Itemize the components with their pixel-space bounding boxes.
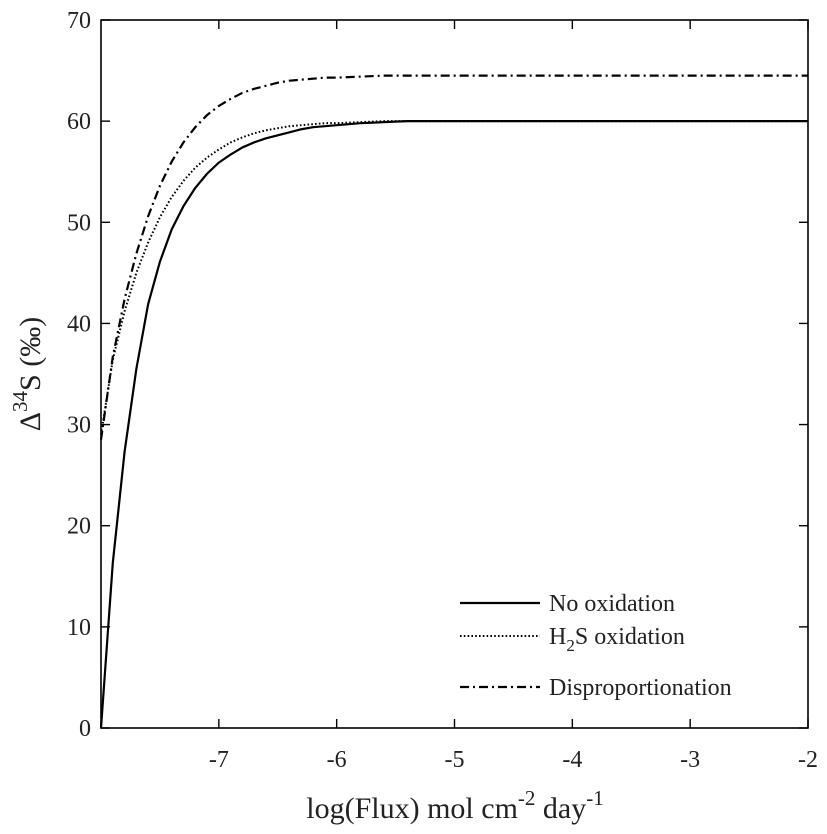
y-axis-title-rest: S (‰) [14,317,47,391]
x-axis-title: log(Flux) mol cm-2 day-1 [306,786,603,825]
legend: No oxidation H2S oxidation Disproportionat… [460,591,732,701]
y-tick-label: 40 [67,311,91,337]
x-tick-label: -2 [798,747,818,773]
y-tick-label: 0 [79,716,91,742]
y-axis-title-sup: 34 [8,390,32,412]
y-tick-label: 30 [67,413,91,439]
series-line-3 [99,74,808,440]
legend-label-3: Disproportionation [549,675,732,701]
series-layer [99,74,808,729]
y-tick-label: 60 [67,109,91,135]
x-axis-title-mid: day [535,792,586,825]
y-tick-label: 20 [67,514,91,540]
y-tick-label: 50 [67,210,91,236]
x-tick-label: -5 [445,747,465,773]
legend-label-2: H2S oxidation [549,624,685,655]
y-tick-label: 70 [67,8,91,34]
series-line-2 [100,120,808,435]
x-tick-label: -7 [209,747,229,773]
x-tick-label: -3 [680,747,700,773]
x-axis-title-sup2: -1 [586,786,604,810]
series-line-1 [99,120,808,729]
tick-layer: -7 -6 -5 -4 -3 -2 0 10 20 30 40 50 60 70 [67,8,818,773]
legend-label-1: No oxidation [549,591,675,617]
y-axis-title: Δ34S (‰) [8,317,47,431]
x-tick-label: -4 [562,747,582,773]
x-axis-title-sup1: -2 [518,786,536,810]
x-tick-label: -6 [327,747,347,773]
plot-background [101,20,808,728]
y-tick-label: 10 [67,615,91,641]
